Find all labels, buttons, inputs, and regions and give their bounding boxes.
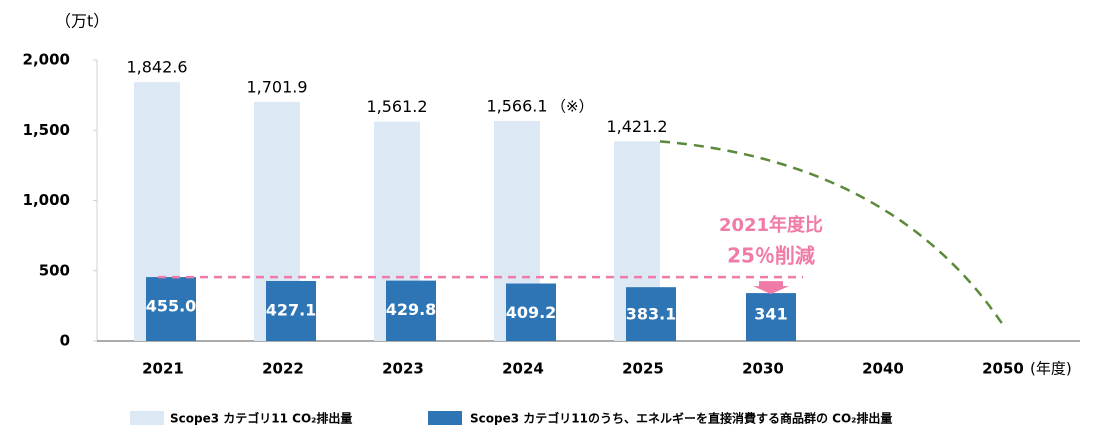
legend-swatch: [130, 411, 164, 425]
unit-label: （万t）: [55, 12, 109, 31]
value-label: 1,561.2: [366, 97, 427, 116]
reduction-arrow: [753, 281, 789, 295]
y-tick-label: 1,000: [23, 191, 70, 209]
value-label: 1,566.1: [486, 96, 547, 115]
value-label: 455.0: [146, 297, 197, 316]
x-tick-label: 2021: [142, 360, 184, 378]
x-tick-label: 2040: [862, 360, 904, 378]
note-mark: （※）: [551, 97, 594, 115]
value-label: 409.2: [506, 303, 557, 322]
y-tick-label: 0: [60, 332, 70, 350]
value-label: 427.1: [266, 300, 317, 319]
value-label: 341: [754, 305, 787, 324]
legend-label: Scope3 カテゴリ11 CO₂排出量: [170, 411, 352, 426]
x-tick-label: 2023: [382, 360, 424, 378]
value-label: 383.1: [626, 305, 677, 324]
x-tick-label: 2030: [742, 360, 784, 378]
y-tick-label: 2,000: [23, 51, 70, 69]
legend-label: Scope3 カテゴリ11のうち、エネルギーを直接消費する商品群の CO₂排出量: [470, 411, 892, 426]
bar: [266, 280, 316, 341]
value-label: 1,701.9: [246, 77, 307, 96]
value-label: 429.8: [386, 300, 437, 319]
x-tick-label: 2022: [262, 360, 304, 378]
y-tick-label: 500: [39, 261, 70, 279]
trajectory-curve: [659, 140, 1005, 326]
value-label: 1,421.2: [606, 117, 667, 136]
x-axis-label: (年度): [1030, 360, 1072, 378]
x-tick-label: 2024: [502, 360, 544, 378]
x-tick-label: 2050: [982, 360, 1024, 378]
value-label: 1,842.6: [126, 58, 187, 77]
x-tick-label: 2025: [622, 360, 664, 378]
legend-swatch: [428, 411, 462, 425]
bar: [626, 287, 676, 341]
y-tick-label: 1,500: [23, 121, 70, 139]
annotation: 2021年度比: [719, 214, 823, 236]
bar: [146, 277, 196, 341]
annotation: 25％削減: [727, 244, 815, 268]
bar: [506, 283, 556, 341]
bar: [386, 280, 436, 341]
bar: [746, 293, 796, 341]
